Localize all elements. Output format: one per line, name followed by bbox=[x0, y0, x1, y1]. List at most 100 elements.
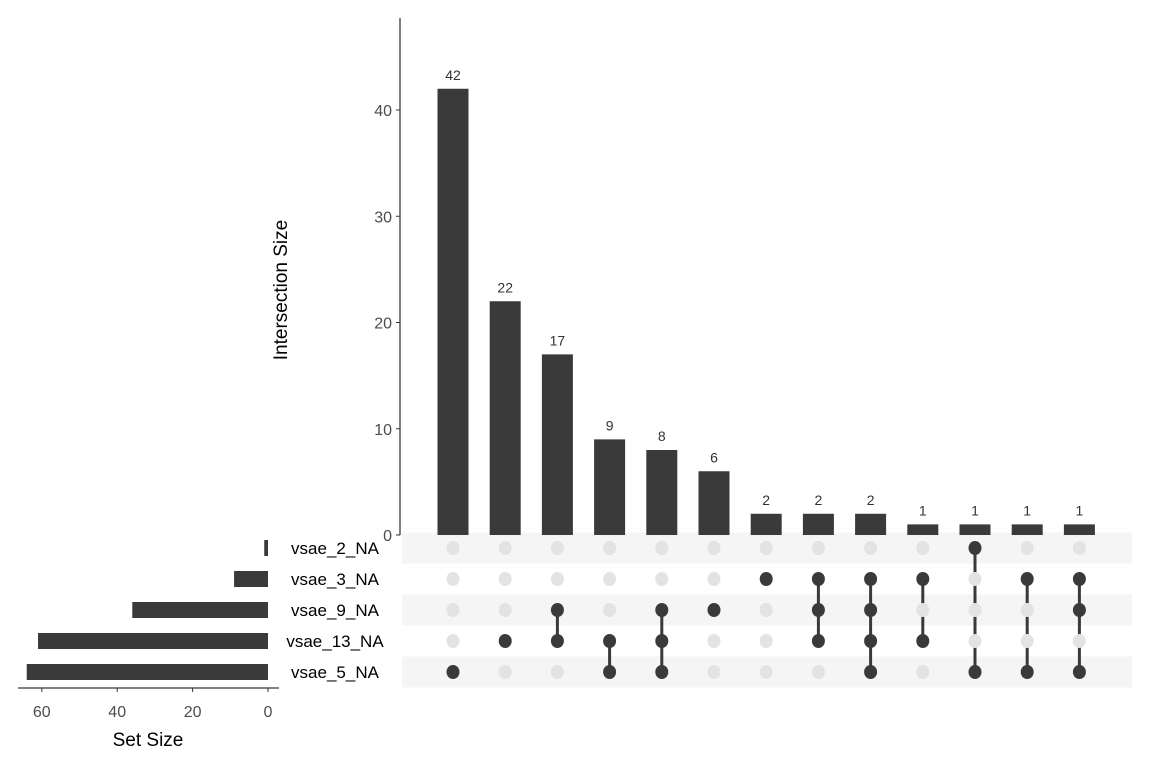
matrix-dot-inactive bbox=[759, 665, 773, 679]
matrix-dot-active bbox=[1072, 665, 1086, 679]
intersection-bar-label: 1 bbox=[971, 502, 979, 518]
set-size-bars bbox=[26, 540, 268, 680]
matrix-dot-inactive bbox=[446, 541, 460, 555]
y-tick-label: 10 bbox=[374, 422, 392, 439]
matrix-dot-inactive bbox=[1020, 541, 1034, 555]
set-size-axis: 60 40 20 0 bbox=[18, 687, 279, 721]
matrix-dot-inactive bbox=[707, 572, 721, 586]
matrix-dot-inactive bbox=[498, 572, 512, 586]
matrix-dot-inactive bbox=[864, 541, 878, 555]
matrix-dot-inactive bbox=[550, 665, 564, 679]
matrix-dot-active bbox=[864, 603, 878, 617]
set-size-bar bbox=[264, 540, 268, 556]
matrix-dot-inactive bbox=[707, 541, 721, 555]
matrix-dot-active bbox=[550, 634, 564, 648]
matrix-dot-inactive bbox=[655, 541, 669, 555]
intersection-bar bbox=[1063, 524, 1095, 535]
set-label: vsae_13_NA bbox=[286, 632, 384, 651]
matrix-dot-active bbox=[655, 634, 669, 648]
set-size-bar bbox=[38, 633, 268, 649]
intersection-bar-label: 2 bbox=[762, 492, 770, 508]
membership-matrix bbox=[446, 541, 1086, 679]
matrix-dot-inactive bbox=[1020, 603, 1034, 617]
intersection-axis-title: Intersection Size bbox=[271, 220, 292, 360]
intersection-bar-label: 6 bbox=[710, 449, 718, 465]
intersection-bar-label: 1 bbox=[1076, 502, 1084, 518]
set-size-bar bbox=[26, 664, 268, 680]
set-size-bar bbox=[234, 571, 268, 587]
intersection-axis: 0 10 20 30 40 bbox=[374, 18, 401, 545]
matrix-dot-active bbox=[498, 634, 512, 648]
matrix-dot-active bbox=[759, 572, 773, 586]
intersection-bar bbox=[907, 524, 939, 535]
matrix-dot-active bbox=[655, 603, 669, 617]
matrix-dot-inactive bbox=[916, 541, 930, 555]
intersection-bar-label: 2 bbox=[867, 492, 875, 508]
intersection-bar-label: 42 bbox=[445, 67, 461, 83]
matrix-dot-active bbox=[916, 634, 930, 648]
matrix-dot-inactive bbox=[655, 572, 669, 586]
set-label: vsae_9_NA bbox=[291, 601, 380, 620]
matrix-dot-inactive bbox=[968, 572, 982, 586]
matrix-dot-inactive bbox=[916, 665, 930, 679]
matrix-dot-inactive bbox=[446, 572, 460, 586]
matrix-dot-inactive bbox=[603, 541, 617, 555]
intersection-bar bbox=[802, 513, 834, 535]
y-tick-label: 20 bbox=[374, 316, 392, 333]
matrix-dot-inactive bbox=[759, 541, 773, 555]
set-size-axis-title: Set Size bbox=[113, 730, 184, 751]
intersection-bar-label: 8 bbox=[658, 428, 666, 444]
matrix-dot-inactive bbox=[707, 665, 721, 679]
matrix-dot-active bbox=[655, 665, 669, 679]
x-tick-label: 0 bbox=[264, 704, 273, 721]
matrix-dot-inactive bbox=[1072, 541, 1086, 555]
matrix-dot-active bbox=[1072, 572, 1086, 586]
matrix-dot-inactive bbox=[603, 603, 617, 617]
intersection-bar-label: 1 bbox=[919, 502, 927, 518]
set-label: vsae_2_NA bbox=[291, 539, 380, 558]
matrix-dot-inactive bbox=[603, 572, 617, 586]
y-tick-label: 40 bbox=[374, 103, 392, 120]
intersection-bar bbox=[541, 354, 573, 535]
matrix-dot-inactive bbox=[498, 541, 512, 555]
set-size-bar bbox=[132, 602, 268, 618]
matrix-dot-active bbox=[811, 634, 825, 648]
matrix-dot-active bbox=[916, 572, 930, 586]
y-tick-label: 30 bbox=[374, 209, 392, 226]
matrix-dot-active bbox=[603, 634, 617, 648]
matrix-dot-active bbox=[864, 572, 878, 586]
y-tick-label: 0 bbox=[383, 528, 392, 545]
matrix-dot-active bbox=[968, 665, 982, 679]
intersection-bar bbox=[1011, 524, 1043, 535]
intersection-bar bbox=[750, 513, 782, 535]
matrix-dot-active bbox=[550, 603, 564, 617]
matrix-dot-active bbox=[446, 665, 460, 679]
intersection-bar-label: 1 bbox=[1023, 502, 1031, 518]
matrix-dot-inactive bbox=[811, 541, 825, 555]
intersection-bar-label: 17 bbox=[550, 332, 566, 348]
intersection-bar bbox=[646, 450, 678, 535]
matrix-dot-active bbox=[603, 665, 617, 679]
intersection-bar bbox=[959, 524, 991, 535]
matrix-dot-inactive bbox=[968, 634, 982, 648]
matrix-dot-inactive bbox=[916, 603, 930, 617]
intersection-bar bbox=[437, 88, 469, 535]
matrix-dot-active bbox=[968, 541, 982, 555]
matrix-dot-inactive bbox=[759, 634, 773, 648]
matrix-dot-inactive bbox=[446, 603, 460, 617]
matrix-dot-active bbox=[707, 603, 721, 617]
matrix-dot-active bbox=[1020, 572, 1034, 586]
intersection-bar bbox=[489, 301, 521, 535]
matrix-dot-active bbox=[1072, 603, 1086, 617]
matrix-dot-inactive bbox=[550, 541, 564, 555]
intersection-bar bbox=[855, 513, 887, 535]
matrix-dot-inactive bbox=[811, 665, 825, 679]
x-tick-label: 40 bbox=[108, 704, 126, 721]
matrix-dot-active bbox=[1020, 665, 1034, 679]
intersection-bar-label: 22 bbox=[497, 279, 513, 295]
set-label: vsae_3_NA bbox=[291, 570, 380, 589]
x-tick-label: 60 bbox=[33, 704, 51, 721]
matrix-dot-inactive bbox=[498, 603, 512, 617]
